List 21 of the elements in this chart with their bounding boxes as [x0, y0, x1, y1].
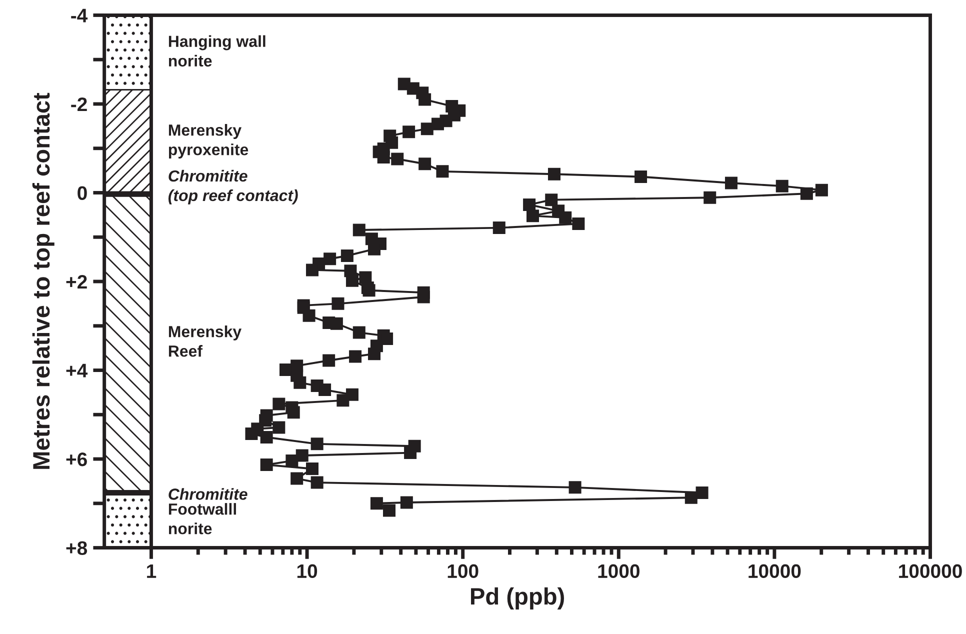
y-tick-label: +2: [66, 274, 87, 289]
band-label: Footwalll norite: [168, 503, 236, 534]
band-label: Merensky pyroxenite: [168, 124, 248, 158]
y-axis-title: Metres relative to top reef contact: [32, 92, 54, 469]
x-tick-label: 100: [448, 564, 478, 578]
ref-line-label: Chromitite: [168, 488, 248, 500]
x-tick-label: 100000: [899, 564, 962, 578]
x-tick-label: 1: [147, 564, 156, 578]
x-tick-label: 1000: [598, 564, 640, 578]
y-tick-label: +6: [66, 452, 87, 466]
y-tick-label: +4: [66, 364, 88, 378]
band-label: Hanging wall norite: [168, 35, 266, 67]
x-tick-label: 10: [297, 564, 318, 578]
x-axis-title: Pd (ppb): [471, 587, 564, 610]
ref-line-label: Chromitite (top reef contact): [168, 170, 298, 204]
band-label: Merensky Reef: [168, 326, 242, 357]
y-tick-label: +8: [66, 541, 88, 556]
y-tick-label: -4: [71, 8, 88, 22]
y-tick-label: -2: [71, 97, 87, 112]
y-tick-label: 0: [78, 186, 87, 200]
x-tick-label: 10000: [748, 564, 801, 578]
